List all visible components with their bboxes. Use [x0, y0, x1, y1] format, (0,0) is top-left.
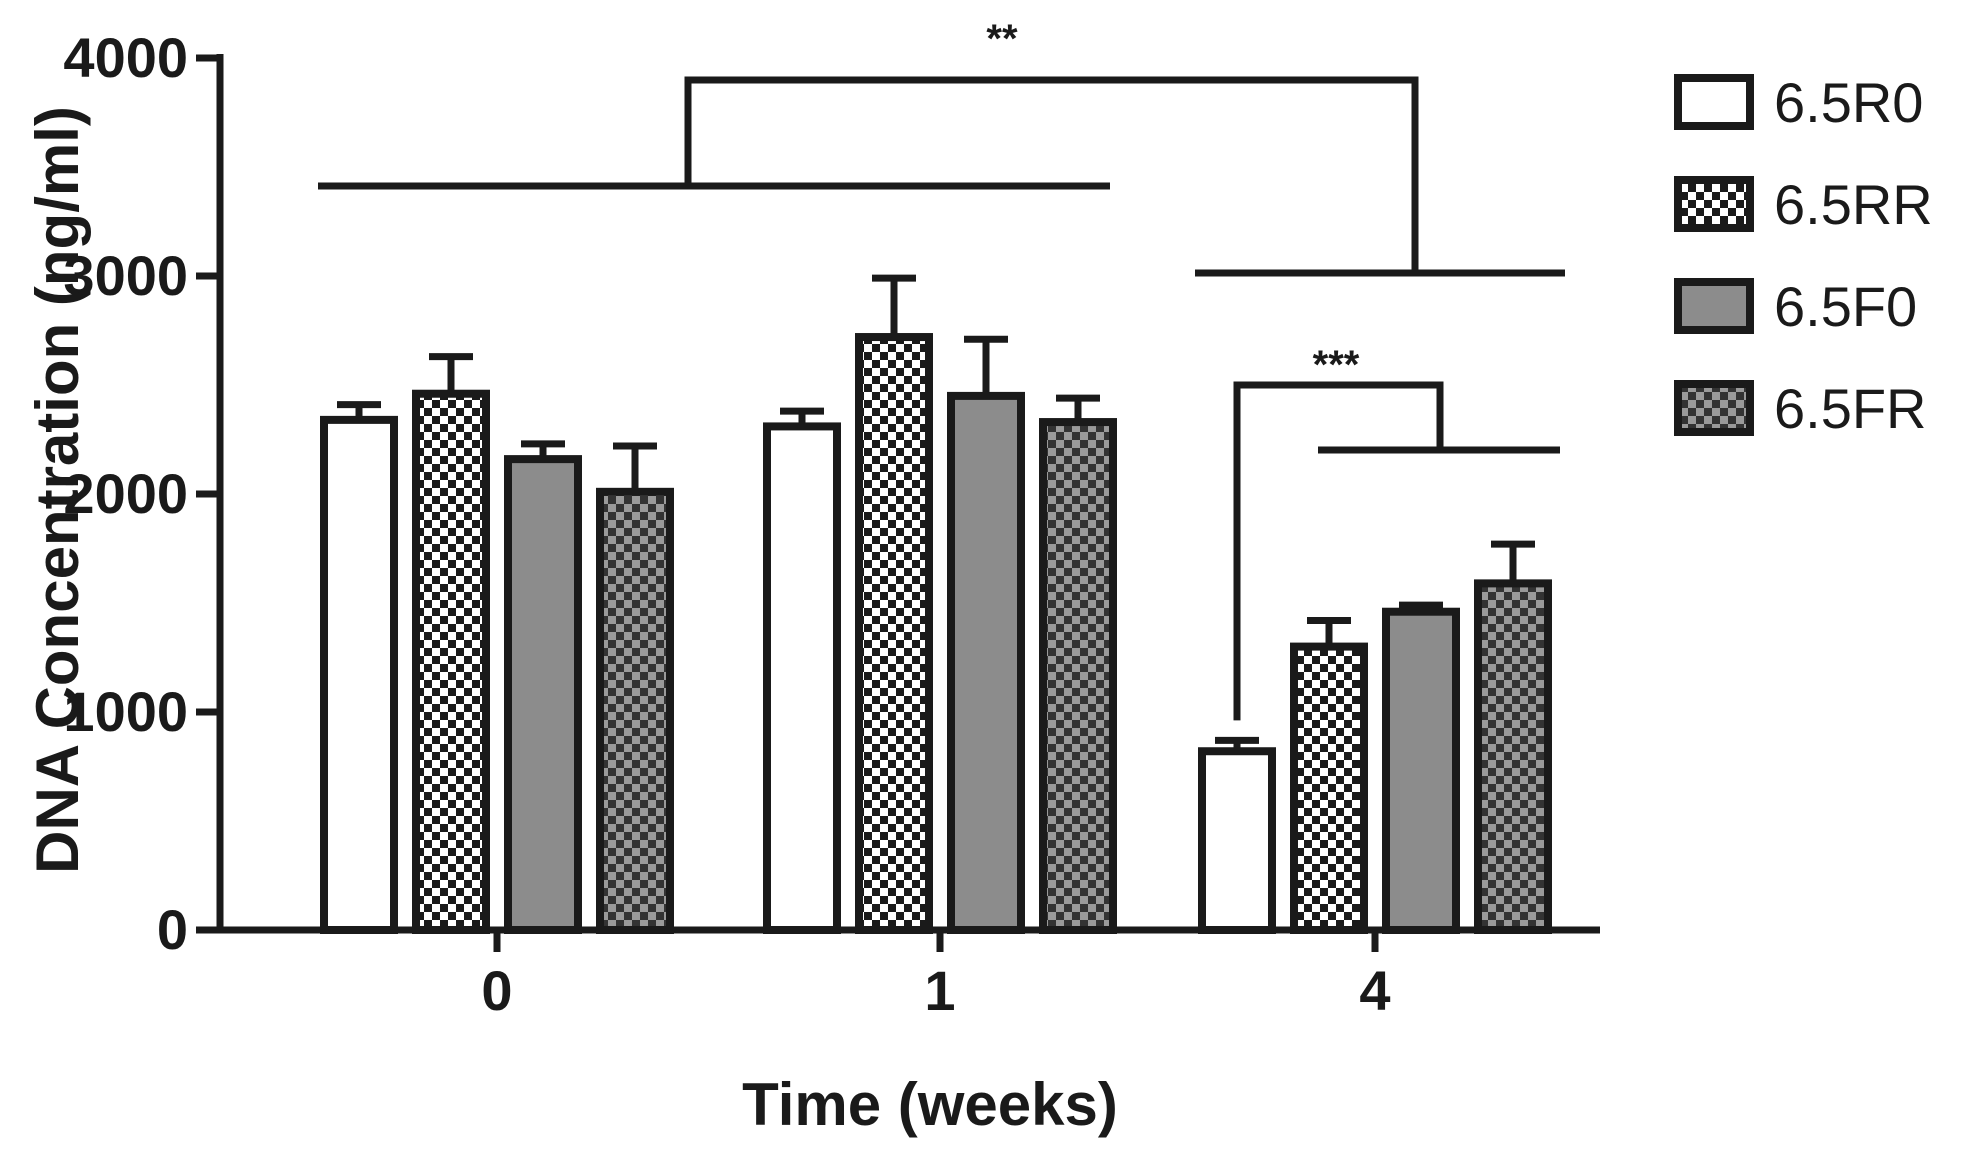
- legend-swatch-6.5RR: [1674, 176, 1754, 232]
- y-tick-label-0: 0: [157, 898, 188, 961]
- bar-6.5FR-week-4: [1474, 579, 1552, 934]
- bar-6.5F0-week-1: [947, 391, 1025, 934]
- x-tick-label-1: 1: [924, 959, 955, 1022]
- bar-6.5RR-week-0: [412, 389, 490, 935]
- x-tick-label-0: 0: [481, 959, 512, 1022]
- bar-6.5F0-week-4: [1382, 607, 1460, 934]
- legend: 6.5R0 6.5RR 6.5F0 6.5FR: [1674, 71, 1933, 440]
- y-axis-title: DNA Concentration (ng/ml): [24, 106, 91, 874]
- significance-label-triple-star: ***: [1313, 343, 1360, 387]
- x-axis-title: Time (weeks): [742, 1071, 1118, 1138]
- legend-label-6.5R0: 6.5R0: [1774, 71, 1923, 134]
- legend-swatch-6.5R0: [1674, 74, 1754, 130]
- bar-6.5RR-week-1: [855, 333, 933, 935]
- y-tick-label-3000: 3000: [63, 244, 188, 307]
- x-tick-label-4: 4: [1359, 959, 1390, 1022]
- bracket-connector-triple-star: [1233, 381, 1444, 721]
- bracket-connector-double-star: [684, 76, 1419, 273]
- legend-label-6.5FR: 6.5FR: [1774, 377, 1927, 440]
- legend-swatch-6.5FR: [1674, 380, 1754, 436]
- significance-brackets: *****: [318, 17, 1565, 721]
- y-tick-label-2000: 2000: [63, 462, 188, 525]
- axes: 0 1000 2000 3000 4000 0 1 4: [63, 26, 1600, 1022]
- bar-6.5R0-week-1: [763, 422, 841, 934]
- error-bars-layer: [337, 274, 1535, 752]
- bar-6.5R0-week-4: [1198, 747, 1276, 934]
- bar-6.5FR-week-0: [596, 487, 674, 934]
- significance-label-double-star: **: [986, 17, 1018, 61]
- bar-6.5FR-week-1: [1039, 418, 1117, 934]
- legend-label-6.5RR: 6.5RR: [1774, 173, 1933, 236]
- legend-swatch-6.5F0: [1674, 278, 1754, 334]
- bar-6.5RR-week-4: [1290, 642, 1368, 934]
- bars-layer: [320, 333, 1552, 935]
- y-tick-label-4000: 4000: [63, 26, 188, 89]
- bar-6.5F0-week-0: [504, 455, 582, 934]
- y-tick-label-1000: 1000: [63, 680, 188, 743]
- bar-6.5R0-week-0: [320, 415, 398, 934]
- legend-label-6.5F0: 6.5F0: [1774, 275, 1917, 338]
